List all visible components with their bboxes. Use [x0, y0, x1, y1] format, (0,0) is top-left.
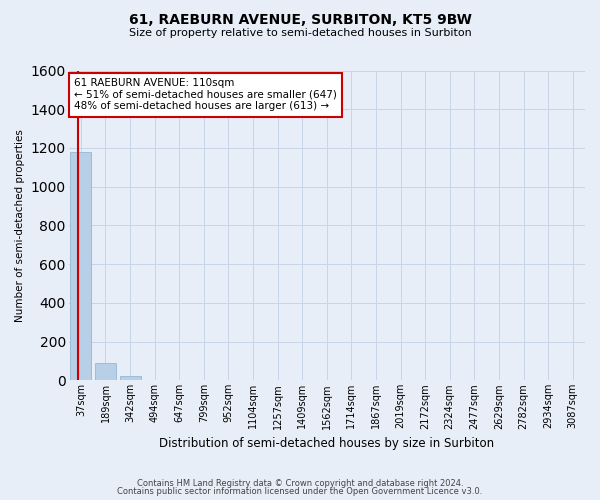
- Text: Size of property relative to semi-detached houses in Surbiton: Size of property relative to semi-detach…: [128, 28, 472, 38]
- Text: Contains HM Land Registry data © Crown copyright and database right 2024.: Contains HM Land Registry data © Crown c…: [137, 478, 463, 488]
- Bar: [70, 152, 91, 380]
- Bar: [119, 376, 140, 380]
- X-axis label: Distribution of semi-detached houses by size in Surbiton: Distribution of semi-detached houses by …: [159, 437, 494, 450]
- Text: Contains public sector information licensed under the Open Government Licence v3: Contains public sector information licen…: [118, 487, 482, 496]
- Bar: [95, 363, 116, 380]
- Text: 61, RAEBURN AVENUE, SURBITON, KT5 9BW: 61, RAEBURN AVENUE, SURBITON, KT5 9BW: [128, 12, 472, 26]
- Y-axis label: Number of semi-detached properties: Number of semi-detached properties: [15, 129, 25, 322]
- Text: 61 RAEBURN AVENUE: 110sqm
← 51% of semi-detached houses are smaller (647)
48% of: 61 RAEBURN AVENUE: 110sqm ← 51% of semi-…: [74, 78, 337, 112]
